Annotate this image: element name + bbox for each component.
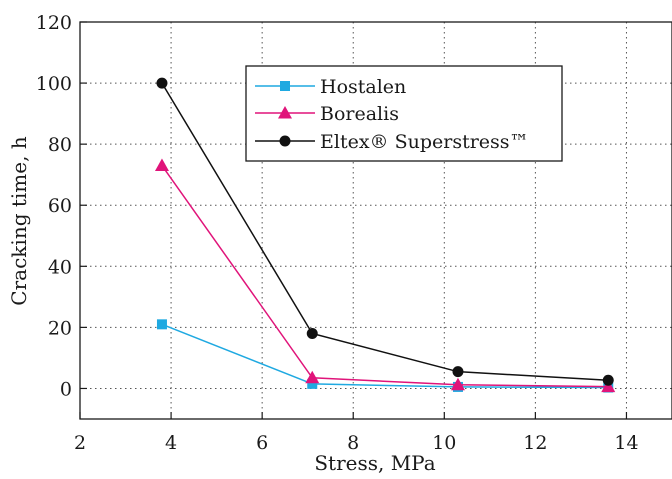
x-tick-label: 6: [256, 432, 268, 454]
axis-ticks: 2 4 6 8 10 12 14 0 20 40 60 80 100 120: [36, 12, 639, 454]
plot-frame: [79, 21, 672, 420]
y-axis-label: Cracking time, h: [7, 136, 31, 305]
data-point-circle: [602, 374, 614, 386]
data-point-square: [156, 319, 167, 330]
series-layer: [154, 77, 616, 393]
series-line: [161, 82, 609, 381]
data-point-circle: [156, 77, 168, 89]
data-point-triangle: [154, 158, 169, 172]
series-line: [161, 165, 609, 388]
legend-entry: Borealis: [255, 103, 399, 125]
data-point-triangle: [305, 370, 320, 384]
x-axis-label: Stress, MPa: [314, 451, 435, 475]
data-point-circle: [452, 366, 464, 378]
series-1: [154, 158, 616, 393]
data-point-triangle: [601, 379, 616, 393]
x-tick-label: 4: [165, 432, 177, 454]
x-tick-label: 14: [614, 432, 638, 454]
data-point-triangle: [450, 377, 465, 391]
legend: Hostalen Borealis Eltex® Superstress™: [245, 65, 563, 162]
y-tick-label: 120: [36, 12, 72, 34]
legend-label: Hostalen: [320, 76, 406, 98]
y-tick-label: 40: [48, 256, 72, 278]
legend-entry: Hostalen: [255, 76, 406, 98]
series-2: [156, 77, 614, 386]
data-point-circle: [306, 327, 318, 339]
y-tick-label: 80: [48, 134, 72, 156]
legend-marker-triangle: [278, 106, 292, 119]
legend-label: Borealis: [320, 103, 399, 125]
legend-entry: Eltex® Superstress™: [255, 131, 529, 153]
y-tick-label: 0: [60, 378, 72, 400]
data-point-square: [307, 378, 318, 389]
x-tick-label: 2: [74, 432, 86, 454]
y-tick-label: 100: [36, 73, 72, 95]
x-tick-label: 10: [432, 432, 456, 454]
legend-label: Eltex® Superstress™: [320, 131, 529, 153]
x-tick-label: 8: [347, 432, 359, 454]
y-tick-label: 60: [48, 195, 72, 217]
y-tick-label: 20: [48, 317, 72, 339]
legend-marker-square: [280, 81, 290, 91]
x-tick-label: 12: [523, 432, 547, 454]
legend-marker-circle: [279, 135, 291, 147]
series-line: [161, 323, 609, 389]
